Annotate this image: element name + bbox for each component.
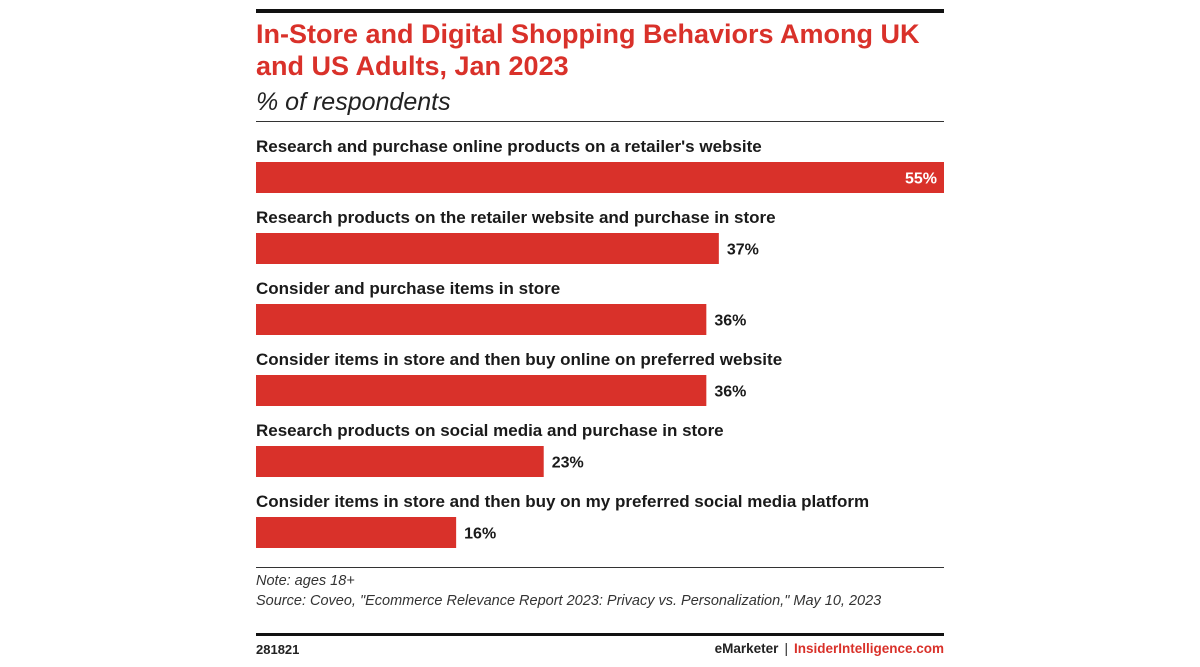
chart-note: Note: ages 18+ <box>256 573 355 589</box>
value-label: 36% <box>714 384 746 401</box>
bar <box>256 304 707 335</box>
chart-source: Source: Coveo, "Ecommerce Relevance Repo… <box>256 593 882 609</box>
note-divider <box>256 567 944 568</box>
category-label: Consider and purchase items in store <box>256 279 560 298</box>
bar-row: Research and purchase online products on… <box>256 137 944 193</box>
value-label: 36% <box>714 313 746 330</box>
value-label: 37% <box>727 242 759 259</box>
bar-row: Consider items in store and then buy on … <box>256 492 869 548</box>
category-label: Research products on the retailer websit… <box>256 208 776 227</box>
category-label: Consider items in store and then buy on … <box>256 492 869 511</box>
bar-chart: Research and purchase online products on… <box>256 137 944 548</box>
bar <box>256 446 544 477</box>
chart-title: In-Store and Digital Shopping Behaviors … <box>256 19 920 81</box>
category-label: Consider items in store and then buy onl… <box>256 350 782 369</box>
brand-emarketer: eMarketer <box>714 641 779 656</box>
bar <box>256 233 719 264</box>
value-label: 16% <box>464 526 496 543</box>
brand-credit[interactable]: eMarketer | InsiderIntelligence.com <box>715 641 944 656</box>
bar-row: Consider and purchase items in store 36% <box>256 279 746 335</box>
bar <box>256 162 944 193</box>
bar-row: Research products on social media and pu… <box>256 421 724 477</box>
bar <box>256 517 457 548</box>
bottom-rule <box>256 633 944 636</box>
category-label: Research and purchase online products on… <box>256 137 762 156</box>
value-label: 55% <box>905 171 937 188</box>
header-divider <box>256 121 944 122</box>
brand-separator: | <box>784 641 788 656</box>
top-rule <box>256 9 944 13</box>
category-label: Research products on social media and pu… <box>256 421 724 440</box>
bar-row: Research products on the retailer websit… <box>256 208 776 264</box>
chart-card: In-Store and Digital Shopping Behaviors … <box>256 0 944 667</box>
bar-row: Consider items in store and then buy onl… <box>256 350 782 406</box>
value-label: 23% <box>552 455 584 472</box>
chart-subtitle: % of respondents <box>256 88 451 116</box>
chart-id: 281821 <box>256 642 300 657</box>
bar <box>256 375 707 406</box>
brand-insider-intelligence: InsiderIntelligence.com <box>793 641 944 656</box>
